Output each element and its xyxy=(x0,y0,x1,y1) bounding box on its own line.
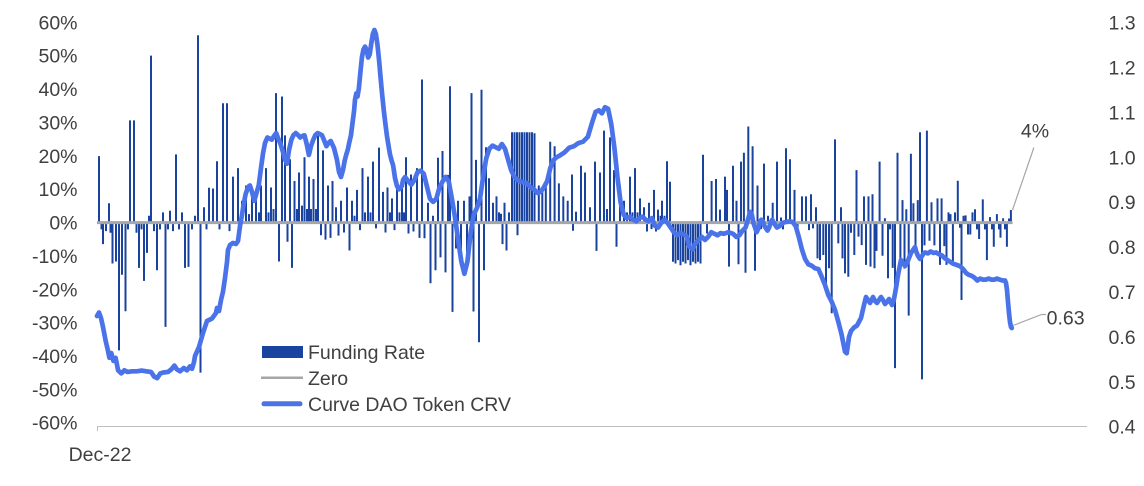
svg-text:30%: 30% xyxy=(38,112,77,134)
svg-text:-10%: -10% xyxy=(32,246,78,268)
svg-text:50%: 50% xyxy=(38,46,77,68)
svg-text:-50%: -50% xyxy=(32,379,78,401)
svg-text:Funding Rate: Funding Rate xyxy=(308,342,425,364)
svg-text:1.2: 1.2 xyxy=(1109,58,1136,80)
svg-text:60%: 60% xyxy=(38,12,77,34)
svg-text:0.7: 0.7 xyxy=(1109,282,1136,304)
svg-text:Dec-22: Dec-22 xyxy=(69,444,132,466)
svg-text:Curve DAO Token CRV: Curve DAO Token CRV xyxy=(308,394,511,416)
svg-text:0.63: 0.63 xyxy=(1047,308,1085,330)
svg-text:20%: 20% xyxy=(38,146,77,168)
svg-text:1.3: 1.3 xyxy=(1109,13,1136,35)
svg-text:1.1: 1.1 xyxy=(1109,102,1136,124)
svg-text:10%: 10% xyxy=(38,179,77,201)
svg-text:-60%: -60% xyxy=(32,413,78,435)
svg-text:0.8: 0.8 xyxy=(1109,237,1136,259)
svg-text:1.0: 1.0 xyxy=(1109,147,1136,169)
svg-text:0%: 0% xyxy=(49,213,77,235)
svg-text:Zero: Zero xyxy=(308,368,348,390)
svg-text:-40%: -40% xyxy=(32,346,78,368)
svg-text:-30%: -30% xyxy=(32,313,78,335)
svg-text:0.4: 0.4 xyxy=(1109,417,1136,439)
svg-text:0.6: 0.6 xyxy=(1109,327,1136,349)
svg-text:0.9: 0.9 xyxy=(1109,192,1136,214)
svg-text:0.5: 0.5 xyxy=(1109,372,1136,394)
svg-text:-20%: -20% xyxy=(32,279,78,301)
svg-text:4%: 4% xyxy=(1021,121,1049,143)
svg-text:40%: 40% xyxy=(38,79,77,101)
